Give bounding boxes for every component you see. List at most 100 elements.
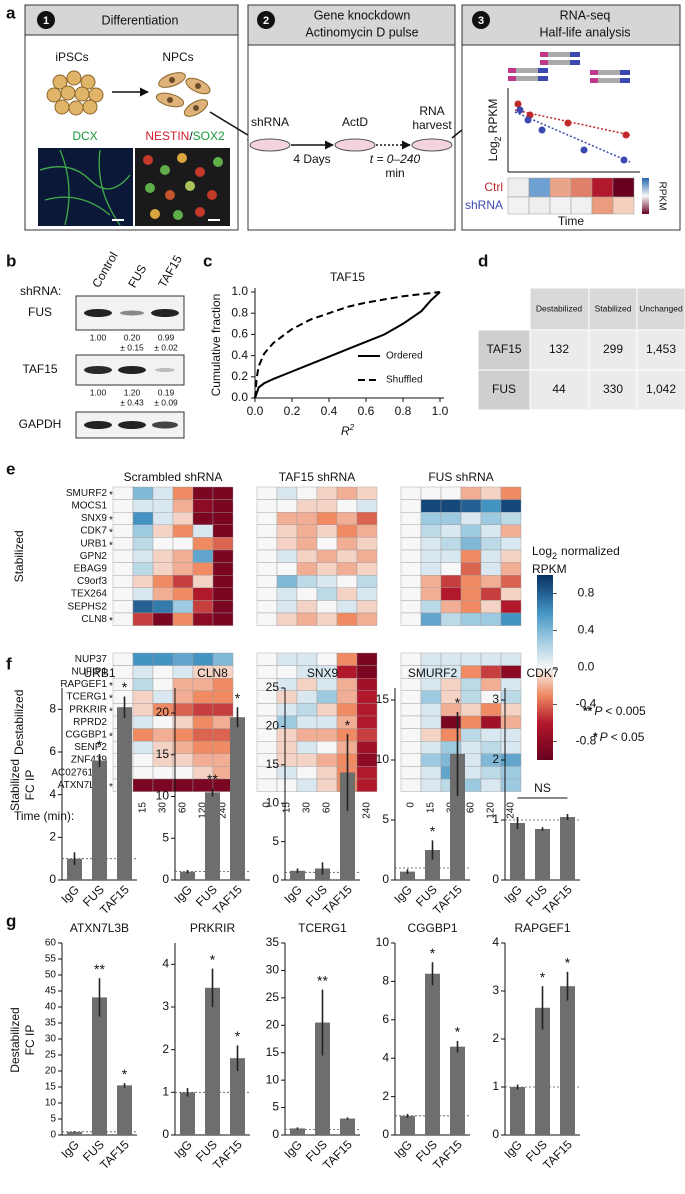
heat-cell	[276, 486, 298, 500]
gene-star: *	[109, 528, 113, 539]
heat-cell	[480, 766, 502, 780]
box-header	[247, 4, 456, 46]
heat-cell	[112, 587, 134, 601]
y-tick-label: 0.0	[231, 390, 248, 404]
heat-cell	[400, 703, 422, 717]
heat-cell	[316, 612, 338, 626]
heat-cell	[192, 499, 214, 513]
cell: 330	[603, 382, 623, 396]
stain-label: NESTIN/SOX2	[145, 129, 225, 143]
rect	[507, 177, 530, 198]
table: Destabilized Stabilized Unchanged TAF15 …	[477, 287, 685, 411]
lane-label: TAF15	[155, 252, 185, 290]
cell: 132	[549, 342, 569, 356]
rect	[540, 60, 548, 65]
rect	[516, 68, 538, 73]
heat-cell	[112, 549, 134, 563]
panel-letter: c	[203, 251, 212, 270]
heat-cell	[400, 537, 422, 551]
heat-cell	[420, 499, 442, 513]
panel-letter: g	[6, 911, 16, 930]
heatmap-title: TAF15 shRNA	[279, 470, 355, 484]
heat-cell	[500, 741, 522, 755]
heat-cell	[296, 499, 318, 513]
heat-cell	[400, 600, 422, 614]
y-tick-label: 2	[492, 1031, 499, 1045]
heat-cell	[356, 703, 378, 717]
heat-cell	[316, 741, 338, 755]
heat-cell	[172, 753, 194, 767]
circle	[88, 87, 104, 103]
bar	[117, 1085, 132, 1135]
x-tick-label: TAF15	[430, 882, 465, 917]
rect	[612, 177, 635, 198]
circle	[82, 99, 98, 115]
circle	[150, 209, 160, 219]
heat-cell	[132, 512, 154, 526]
band	[84, 421, 112, 429]
x-tick-label: TAF15	[210, 882, 245, 917]
colorbar-title-part: Log	[532, 544, 552, 558]
time-unit: min	[385, 166, 404, 180]
heat-cell	[316, 562, 338, 576]
heat-cell	[172, 612, 194, 626]
heat-cell	[296, 587, 318, 601]
circle	[74, 86, 90, 102]
heat-cell	[296, 562, 318, 576]
rect	[570, 196, 593, 215]
blot-label: FUS	[28, 305, 52, 319]
heat-cell	[212, 600, 234, 614]
heat-cell	[132, 690, 154, 704]
heat-cell	[212, 524, 234, 538]
heat-cell	[356, 715, 378, 729]
y-tick-label: 3	[162, 999, 169, 1013]
time-label: 60	[466, 802, 477, 814]
heat-cell	[420, 512, 442, 526]
rect	[549, 177, 572, 198]
quant-sd: ± 0.02	[154, 342, 178, 352]
heat-cell	[500, 778, 522, 792]
y-tick-label: 4	[492, 935, 499, 949]
axis-label: Time	[558, 214, 585, 228]
y-tick-label: 4	[162, 957, 169, 971]
x-tick-label: IgG	[391, 882, 415, 906]
heat-cell	[212, 537, 234, 551]
row	[529, 329, 685, 371]
quant: 1.00	[90, 332, 107, 342]
circle	[516, 106, 524, 114]
key-text: < 0.05	[611, 730, 645, 744]
rect	[538, 76, 548, 81]
heat-cell	[276, 766, 298, 780]
y-tick-label: 30	[266, 963, 280, 977]
y-tick-label: 0	[50, 1130, 56, 1141]
rect	[570, 60, 580, 65]
x-tick-label: TAF15	[430, 1137, 465, 1172]
circle	[173, 210, 183, 220]
y-tick-label: 0.2	[231, 369, 248, 383]
bracket-label: NS	[534, 781, 551, 795]
chart-title: TCERG1	[298, 921, 347, 935]
heat-cell	[296, 600, 318, 614]
time-label: 240	[362, 802, 373, 819]
circle	[564, 119, 572, 127]
y-tick-label: 2	[492, 752, 499, 766]
heat-cell	[112, 600, 134, 614]
rect	[540, 52, 548, 57]
ipsc-cells	[46, 70, 104, 116]
y-tick-label: 25	[266, 680, 280, 694]
time-label: 0	[262, 802, 273, 808]
y-tick-label: 50	[45, 970, 57, 981]
x-tick-label: IgG	[171, 1137, 195, 1161]
heat-cell	[480, 486, 502, 500]
y-tick-label: 35	[45, 1018, 57, 1029]
heat-cell	[112, 486, 134, 500]
chart-title: PRKRIR	[190, 921, 236, 935]
bar	[205, 987, 220, 1135]
header-cell	[588, 287, 638, 331]
time-label: 15	[282, 802, 293, 814]
heat-cell	[296, 512, 318, 526]
bar	[425, 973, 440, 1135]
panel-letter: a	[6, 3, 16, 22]
